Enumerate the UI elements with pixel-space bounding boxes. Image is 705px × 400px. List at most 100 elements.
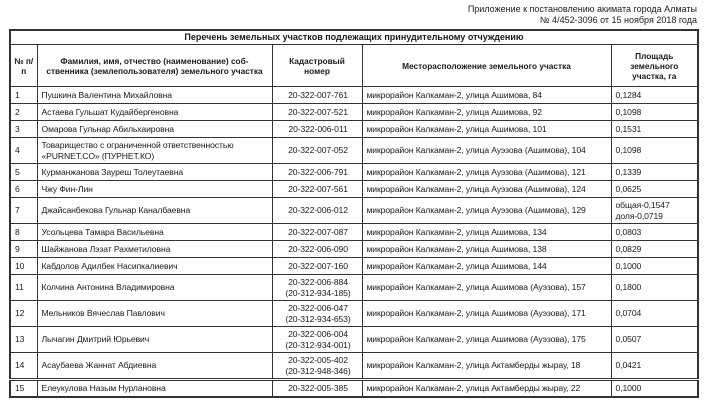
table-row: 1 Пушкина Валентина Михайловна 20-322-00… [9, 86, 699, 104]
column-header-area: Площадь земельного участка, га [610, 44, 699, 87]
cell-area: 0,0625 [610, 180, 699, 198]
cell-area: 0,0829 [610, 240, 699, 258]
cell-row-number: 8 [9, 223, 38, 241]
cell-location: микрорайон Калкаман-2, улица Ашимова (Ау… [361, 274, 612, 301]
table-row: 15 Елеукулова Назым Нурлановна 20-322-00… [9, 378, 699, 397]
cell-row-number: 2 [9, 103, 38, 121]
cell-row-number: 15 [9, 378, 38, 397]
cell-cadastral-number: 20-322-006-884 (20-312-934-185) [271, 274, 363, 301]
cell-location: микрорайон Калкаман-2, улица Актамберды … [361, 352, 612, 380]
cell-owner-name: Чжу Фин-Лин [36, 180, 273, 198]
cell-area: 0,0704 [610, 300, 699, 327]
cell-owner-name: Кабдолов Адилбек Насипкалиевич [36, 257, 273, 275]
cell-cadastral-number: 20-322-005-402 (20-312-948-346) [271, 352, 363, 380]
cell-row-number: 13 [9, 326, 38, 353]
cell-area: 0,1098 [610, 137, 699, 164]
table-row: 12 Мельников Вячеслав Павлович 20-322-00… [9, 300, 699, 327]
table-row: 4 Товарищество с ограниченной ответствен… [9, 137, 699, 164]
cell-row-number: 6 [9, 180, 38, 198]
table-title-row: Перечень земельных участков подлежащих п… [9, 29, 699, 45]
cell-location: микрорайон Калкаман-2, улица Ауэзова (Аш… [361, 137, 612, 164]
table-title: Перечень земельных участков подлежащих п… [9, 29, 699, 45]
table-row: 5 Курманжанова Зауреш Толеутаевна 20-322… [9, 163, 699, 181]
table-row: 9 Шайжанова Лэзат Рахметиловна 20-322-00… [9, 240, 699, 258]
cell-cadastral-number: 20-322-006-004 (20-312-934-001) [271, 326, 363, 353]
annex-header-line2: № 4/452-3096 от 15 ноября 2018 года [539, 15, 697, 25]
cell-cadastral-number: 20-322-006-047 (20-312-934-653) [271, 300, 363, 327]
table-row: 10 Кабдолов Адилбек Насипкалиевич 20-322… [9, 257, 699, 275]
cell-owner-name: Омарова Гульнар Абильхаировна [36, 120, 273, 138]
cell-row-number: 4 [9, 137, 38, 164]
cell-area: 0,1098 [610, 103, 699, 121]
cell-row-number: 1 [9, 86, 38, 104]
cell-cadastral-number: 20-322-006-011 [271, 120, 363, 138]
cell-area: общая-0,1547 доля-0,0719 [610, 197, 699, 224]
table-row: 8 Усольцева Тамара Васильевна 20-322-007… [9, 223, 699, 241]
cell-owner-name: Курманжанова Зауреш Толеутаевна [36, 163, 273, 181]
cell-row-number: 11 [9, 274, 38, 301]
cell-area: 0,1000 [610, 257, 699, 275]
cell-area: 0,1339 [610, 163, 699, 181]
cell-area: 0,1531 [610, 120, 699, 138]
cell-owner-name: Джайсанбекова Гульнар Каналбаевна [36, 197, 273, 224]
cell-area: 0,0803 [610, 223, 699, 241]
cell-area: 0,1000 [610, 378, 699, 397]
table-row: 6 Чжу Фин-Лин 20-322-007-561 микрорайон … [9, 180, 699, 198]
cell-owner-name: Колчина Антонина Владимировна [36, 274, 273, 301]
cell-cadastral-number: 20-322-007-052 [271, 137, 363, 164]
cell-row-number: 3 [9, 120, 38, 138]
cell-row-number: 12 [9, 300, 38, 327]
cell-area: 0,0421 [610, 352, 699, 380]
cell-owner-name: Мельников Вячеслав Павлович [36, 300, 273, 327]
table-row: 3 Омарова Гульнар Абильхаировна 20-322-0… [9, 120, 699, 138]
cell-owner-name: Пушкина Валентина Михайловна [36, 86, 273, 104]
cell-location: микрорайон Калкаман-2, улица Ауэзова (Аш… [361, 180, 612, 198]
cell-owner-name: Товарищество с ограниченной ответственно… [36, 137, 273, 164]
cell-location: микрорайон Калкаман-2, улица Ашимова, 13… [361, 240, 612, 258]
column-header-cadastral: Кадастровый номер [271, 44, 363, 87]
table-body: 1 Пушкина Валентина Михайловна 20-322-00… [9, 86, 699, 397]
cell-owner-name: Астаева Гульшат Кудайбергеновна [36, 103, 273, 121]
cell-area: 0,1800 [610, 274, 699, 301]
table-row: 13 Лычагин Дмитрий Юрьевич 20-322-006-00… [9, 326, 699, 353]
annex-header-line1: Приложение к постановлению акимата город… [467, 4, 697, 14]
cell-cadastral-number: 20-322-006-090 [271, 240, 363, 258]
cell-location: микрорайон Калкаман-2, улица Ауэзова (Аш… [361, 197, 612, 224]
document-annex-header: Приложение к постановлению акимата город… [0, 0, 705, 26]
table-row: 7 Джайсанбекова Гульнар Каналбаевна 20-3… [9, 197, 699, 224]
cell-location: микрорайон Калкаман-2, улица Ашимова (Ау… [361, 326, 612, 353]
cell-owner-name: Елеукулова Назым Нурлановна [36, 378, 273, 397]
cell-owner-name: Шайжанова Лэзат Рахметиловна [36, 240, 273, 258]
cell-cadastral-number: 20-322-005-385 [271, 378, 363, 397]
cell-location: микрорайон Калкаман-2, улица Ауэзова (Аш… [361, 163, 612, 181]
cell-cadastral-number: 20-322-006-791 [271, 163, 363, 181]
cell-owner-name: Лычагин Дмитрий Юрьевич [36, 326, 273, 353]
column-header-num: № п/п [9, 44, 38, 87]
cell-row-number: 9 [9, 240, 38, 258]
cell-area: 0,0507 [610, 326, 699, 353]
cell-cadastral-number: 20-322-007-561 [271, 180, 363, 198]
cell-row-number: 5 [9, 163, 38, 181]
cell-location: микрорайон Калкаман-2, улица Ашимова, 92 [361, 103, 612, 121]
cell-location: микрорайон Калкаман-2, улица Ашимова, 14… [361, 257, 612, 275]
cell-location: микрорайон Калкаман-2, улица Ашимова, 13… [361, 223, 612, 241]
cell-row-number: 10 [9, 257, 38, 275]
table-row: 11 Колчина Антонина Владимировна 20-322-… [9, 274, 699, 301]
land-plots-table: Перечень земельных участков подлежащих п… [9, 29, 700, 398]
cell-owner-name: Асаубаева Жаннат Абдиевна [36, 352, 273, 380]
table-header-row: № п/п Фамилия, имя, отчество (наименован… [9, 44, 699, 87]
column-header-location: Месторасположение земельного участка [361, 44, 612, 87]
cell-location: микрорайон Калкаман-2, улица Актамберды … [361, 378, 612, 397]
table-row: 14 Асаубаева Жаннат Абдиевна 20-322-005-… [9, 352, 699, 380]
cell-location: микрорайон Калкаман-2, улица Ашимова, 10… [361, 120, 612, 138]
cell-location: микрорайон Калкаман-2, улица Ашимова, 84 [361, 86, 612, 104]
cell-cadastral-number: 20-322-007-521 [271, 103, 363, 121]
column-header-owner: Фамилия, имя, отчество (наименование) со… [36, 44, 273, 87]
cell-cadastral-number: 20-322-007-087 [271, 223, 363, 241]
cell-row-number: 14 [9, 352, 38, 380]
table-row: 2 Астаева Гульшат Кудайбергеновна 20-322… [9, 103, 699, 121]
cell-cadastral-number: 20-322-007-160 [271, 257, 363, 275]
cell-cadastral-number: 20-322-007-761 [271, 86, 363, 104]
cell-row-number: 7 [9, 197, 38, 224]
cell-location: микрорайон Калкаман-2, улица Ашимова (Ау… [361, 300, 612, 327]
